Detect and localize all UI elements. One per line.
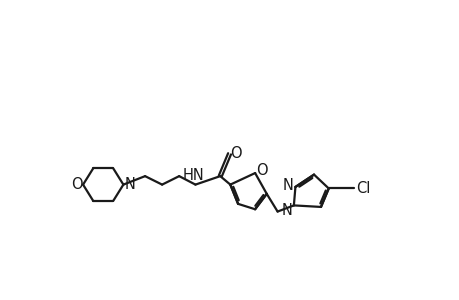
Text: N: N — [282, 178, 293, 193]
Text: N: N — [281, 202, 292, 217]
Text: HN: HN — [183, 168, 204, 183]
Text: O: O — [71, 177, 83, 192]
Text: O: O — [256, 163, 267, 178]
Text: N: N — [124, 177, 135, 192]
Text: Cl: Cl — [355, 181, 369, 196]
Text: O: O — [230, 146, 241, 161]
